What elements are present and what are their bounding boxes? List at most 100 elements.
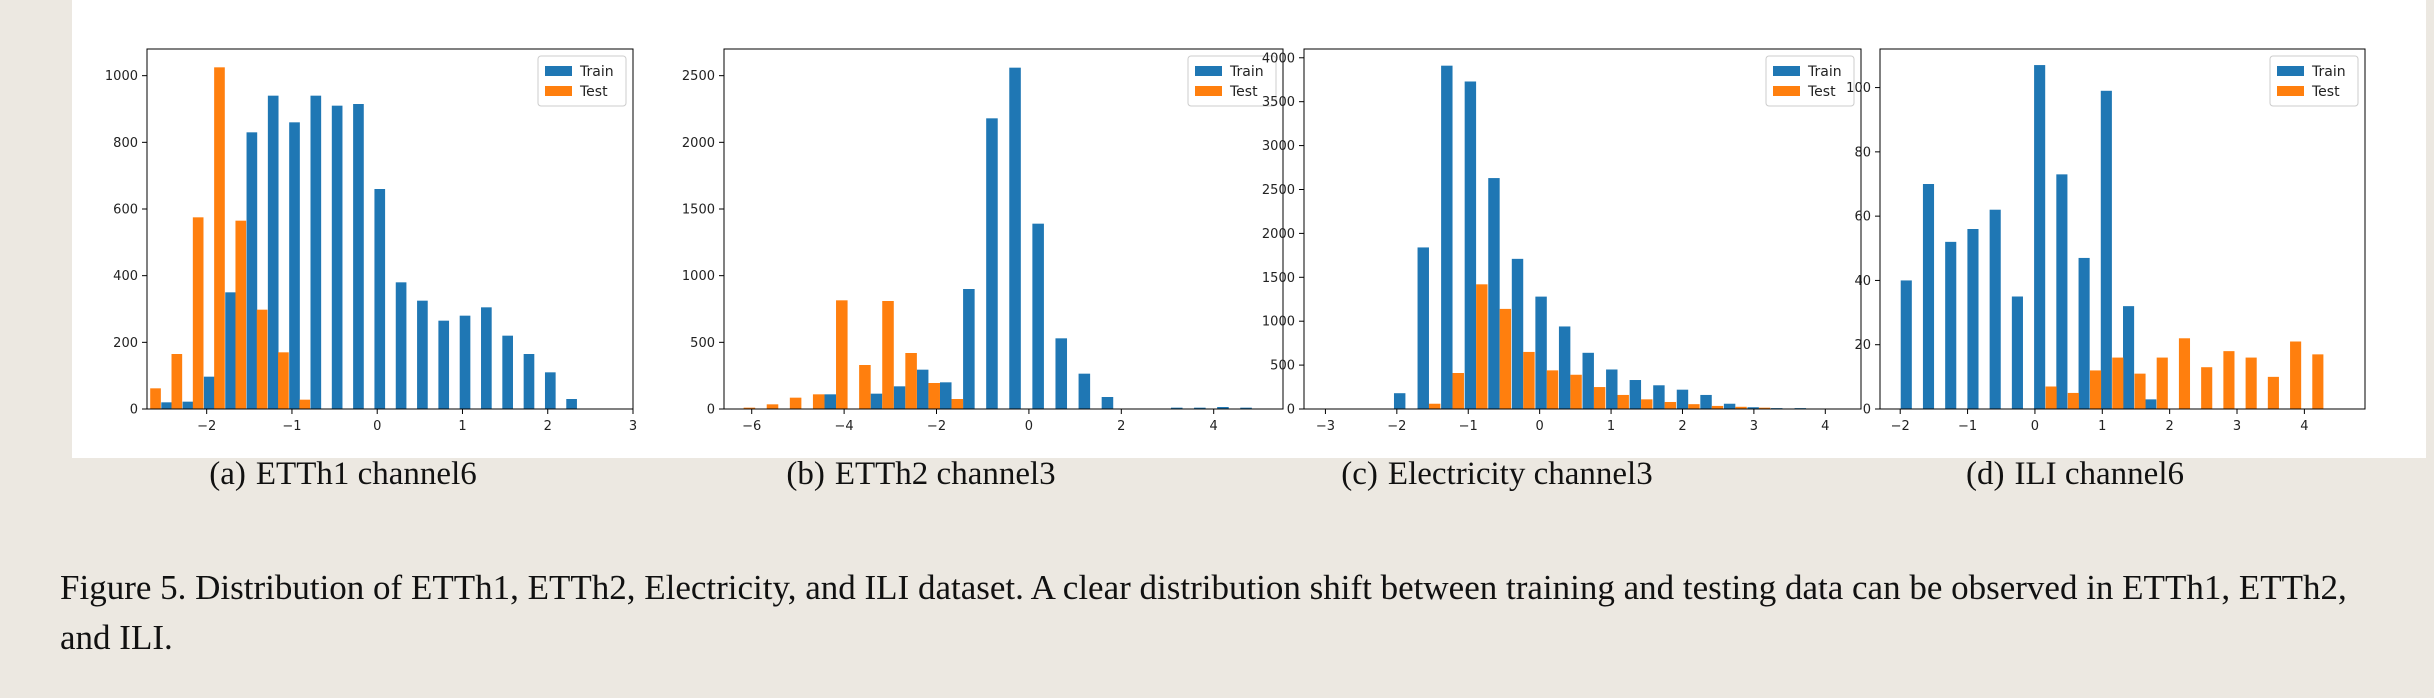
- plot-frame: [146, 48, 634, 410]
- bar-train: [2034, 65, 2046, 409]
- bar-test: [150, 388, 161, 409]
- plot-frame: [1303, 48, 1862, 410]
- bar-train: [1240, 407, 1252, 409]
- x-tick-label: 0: [2031, 419, 2039, 434]
- bar-test: [928, 383, 940, 409]
- bar-test: [214, 67, 225, 409]
- bar-train: [1393, 393, 1406, 409]
- x-tick-label: 1: [1607, 419, 1615, 434]
- bar-train: [2056, 174, 2068, 409]
- y-tick-label: 1000: [682, 269, 715, 284]
- y-tick-label: 60: [1854, 210, 1871, 225]
- bar-train: [1558, 326, 1571, 409]
- bar-train: [161, 402, 172, 409]
- subcaption-c: (c) Electricity channel3: [1341, 456, 1652, 493]
- bar-test: [766, 404, 779, 409]
- bar-test: [2245, 357, 2257, 409]
- bar-train: [417, 300, 428, 409]
- bar-test: [836, 300, 848, 409]
- bar-test: [1617, 394, 1629, 409]
- y-tick-label: 0: [130, 403, 138, 418]
- bar-train: [1582, 352, 1594, 409]
- bar-test: [2112, 357, 2124, 409]
- x-tick-label: −4: [835, 419, 854, 434]
- x-tick-label: 2: [1678, 419, 1686, 434]
- bar-train: [1101, 397, 1114, 409]
- bar-test: [1641, 399, 1653, 409]
- x-tick-label: −2: [927, 419, 946, 434]
- bar-train: [1032, 223, 1044, 409]
- bar-test: [192, 217, 204, 409]
- subcaption-a-label: (a): [209, 456, 246, 492]
- bar-test: [1688, 404, 1700, 409]
- bar-test: [1711, 405, 1724, 409]
- bar-train: [893, 386, 906, 409]
- legend-label-train: Train: [1807, 64, 1842, 80]
- bar-train: [1989, 209, 2001, 409]
- x-tick-label: −1: [1958, 419, 1977, 434]
- bar-test: [789, 397, 802, 409]
- y-tick-label: 0: [1863, 403, 1871, 418]
- bar-train: [1170, 407, 1183, 409]
- legend-swatch-train: [1195, 66, 1222, 76]
- bar-train: [1723, 403, 1736, 409]
- bar-train: [1009, 67, 1021, 410]
- bar-test: [1499, 308, 1512, 409]
- bar-test: [743, 407, 756, 409]
- bar-train: [963, 289, 975, 409]
- bar-train: [1945, 241, 1957, 409]
- x-tick-label: −2: [1387, 419, 1406, 434]
- legend-label-train: Train: [1229, 64, 1264, 80]
- y-tick-label: 40: [1854, 274, 1871, 289]
- subcaption-b: (b) ETTh2 channel3: [786, 456, 1055, 493]
- figure-caption: Figure 5. Distribution of ETTh1, ETTh2, …: [60, 568, 2347, 657]
- y-tick-label: 2500: [1262, 183, 1295, 198]
- bar-train: [1629, 380, 1642, 409]
- bar-train: [395, 282, 407, 409]
- bar-train: [1922, 184, 1935, 409]
- bar-train: [544, 372, 556, 409]
- x-tick-label: 2: [1117, 419, 1125, 434]
- legend-swatch-test: [545, 86, 572, 96]
- bar-train: [2011, 296, 2023, 409]
- subcaption-d-label: (d): [1966, 456, 2005, 492]
- bar-train: [481, 307, 492, 409]
- bar-test: [2290, 341, 2302, 409]
- bar-test: [299, 399, 311, 409]
- subcaption-a-text: ETTh1 channel6: [255, 456, 477, 492]
- y-tick-label: 1000: [105, 69, 138, 84]
- y-tick-label: 4000: [1262, 51, 1295, 66]
- bar-test: [812, 394, 825, 409]
- bar-train: [1535, 296, 1547, 409]
- bar-train: [225, 292, 236, 409]
- legend-swatch-train: [2277, 66, 2304, 76]
- bar-test: [1735, 406, 1747, 409]
- x-tick-label: 1: [2098, 419, 2106, 434]
- bar-train: [1194, 407, 1206, 409]
- bar-test: [235, 220, 247, 409]
- bar-train: [1676, 389, 1689, 409]
- y-tick-label: 800: [113, 136, 138, 151]
- y-tick-label: 20: [1854, 338, 1871, 353]
- x-tick-label: 2: [544, 419, 552, 434]
- bar-train: [916, 369, 929, 409]
- x-tick-label: −6: [742, 419, 761, 434]
- bar-test: [2223, 351, 2235, 409]
- legend-swatch-test: [2277, 86, 2304, 96]
- y-tick-label: 2000: [1262, 227, 1295, 242]
- bar-train: [1900, 280, 1912, 409]
- y-tick-label: 600: [113, 203, 138, 218]
- plot-frame: [723, 48, 1284, 410]
- legend-label-train: Train: [579, 64, 614, 80]
- bar-train: [1464, 81, 1477, 410]
- bar-test: [2156, 357, 2168, 409]
- y-tick-label: 0: [707, 403, 715, 418]
- bar-test: [1546, 370, 1559, 409]
- bar-test: [1476, 284, 1488, 409]
- x-tick-label: −2: [1891, 419, 1910, 434]
- x-tick-label: 0: [1025, 419, 1033, 434]
- x-tick-label: −1: [1459, 419, 1478, 434]
- bar-test: [2267, 376, 2279, 409]
- bar-train: [1747, 407, 1759, 409]
- y-tick-label: 1000: [1262, 315, 1295, 330]
